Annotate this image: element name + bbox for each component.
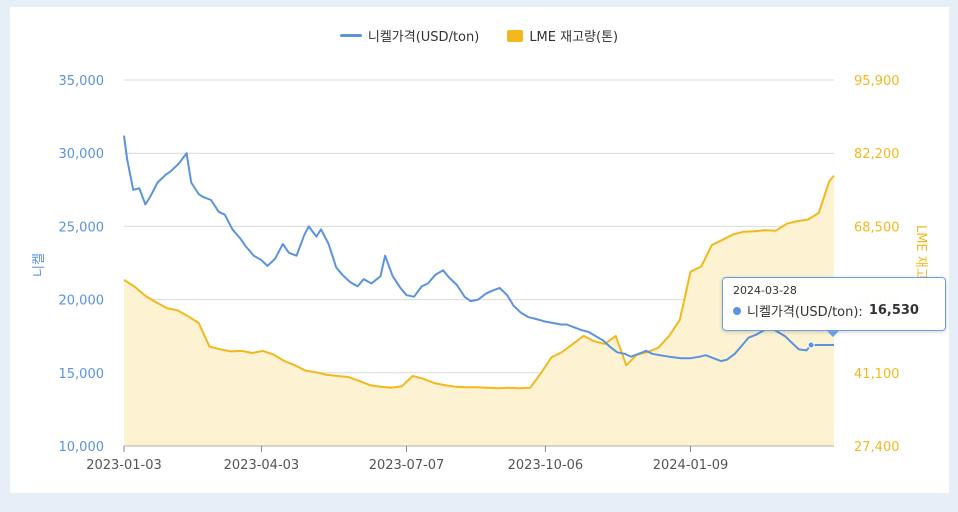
hovered-point (807, 341, 815, 349)
right-axis-tick-label: 41,100 (854, 367, 900, 382)
left-axis-tick-label: 20,000 (59, 294, 105, 309)
legend-item-nickel-price[interactable]: 니켈가격(USD/ton) (339, 26, 480, 45)
x-axis-tick-label: 2023-01-03 (86, 458, 162, 473)
left-axis-tick-label: 10,000 (59, 440, 105, 455)
right-axis-tick-label: 95,900 (854, 74, 900, 89)
legend-label-nickel-price: 니켈가격(USD/ton) (367, 30, 480, 45)
x-axis-tick-label: 2023-04-03 (224, 458, 300, 473)
right-axis-tick-label: 68,500 (854, 220, 900, 235)
x-axis-ticks: 2023-01-03 2023-04-03 2023-07-07 2023-10-06… (86, 445, 834, 473)
tooltip-pointer (826, 330, 840, 337)
right-axis-tick-label: 82,200 (854, 147, 900, 162)
tooltip-date: 2024-03-28 (733, 284, 797, 297)
price-line (123, 135, 834, 363)
price-line-layer (123, 135, 834, 363)
tooltip-row: 니켈가격(USD/ton): 16,530 (733, 301, 935, 320)
tooltip-series-dot (733, 306, 741, 315)
legend-label-lme-inventory: LME 재고량(톤) (529, 30, 619, 45)
tooltip-series-label: 니켈가격(USD/ton): (747, 305, 863, 320)
tooltip-value: 16,530 (868, 303, 919, 318)
inventory-line (123, 174, 835, 390)
left-axis-ticks: 10,000 15,000 20,000 25,000 30,000 35,000 (59, 74, 105, 455)
legend-item-lme-inventory[interactable]: LME 재고량(톤) (507, 26, 618, 45)
legend-swatch-line (339, 34, 362, 37)
left-axis-title: 니켈 (32, 253, 47, 277)
x-axis-tick-label: 2023-10-06 (508, 458, 584, 473)
inventory-area-layer (123, 174, 835, 446)
left-axis-tick-label: 35,000 (59, 74, 105, 89)
x-axis-tick-label: 2024-01-09 (653, 458, 729, 473)
chart-legend: 니켈가격(USD/ton) LME 재고량(톤) (0, 26, 958, 45)
right-axis-title: LME 재고량 (913, 225, 928, 292)
left-axis-tick-label: 15,000 (59, 367, 105, 382)
left-axis-tick-label: 30,000 (59, 147, 105, 162)
chart-tooltip: 2024-03-28 니켈가격(USD/ton): 16,530 (722, 277, 946, 331)
right-axis-tick-label: 27,400 (854, 440, 900, 455)
left-axis-tick-label: 25,000 (59, 220, 105, 235)
x-axis-tick-label: 2023-07-07 (369, 458, 445, 473)
legend-swatch-box (507, 29, 524, 42)
inventory-area-fill (124, 175, 834, 446)
